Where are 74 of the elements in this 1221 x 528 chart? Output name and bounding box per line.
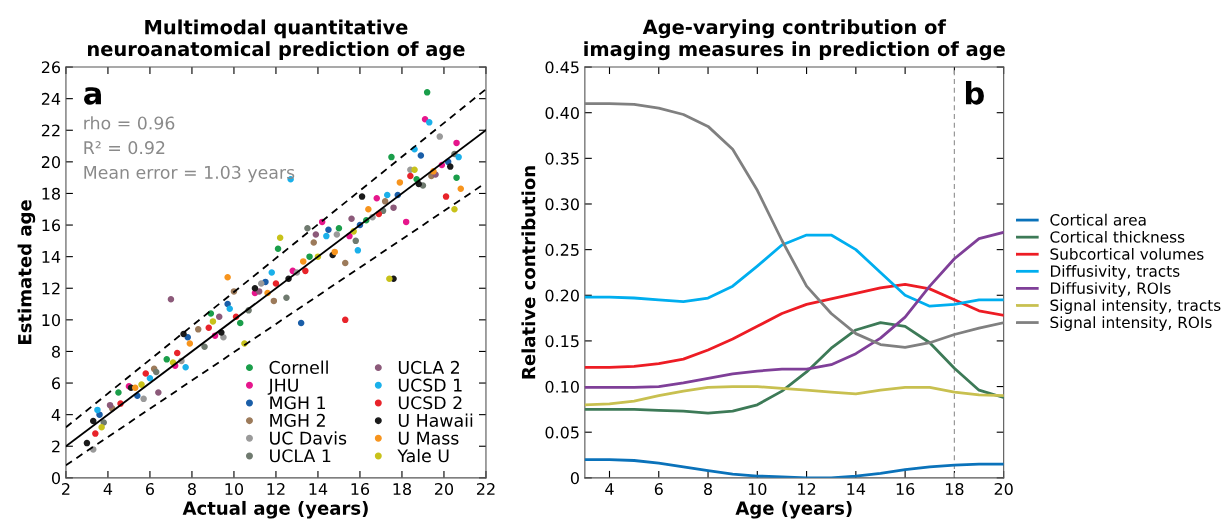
- y-tick-label: 0.15: [545, 335, 579, 348]
- y-tick-label: 8: [51, 345, 60, 358]
- y-tick-label: 0.35: [545, 152, 579, 165]
- x-tick-label: 18: [393, 482, 412, 496]
- x-axis-title: Age (years): [735, 500, 852, 519]
- x-tick-label: 18: [945, 482, 964, 496]
- x-tick-label: 16: [896, 482, 915, 496]
- x-axis-title: Actual age (years): [182, 500, 368, 519]
- x-tick-label: 20: [994, 482, 1013, 496]
- x-tick-label: 2: [62, 482, 70, 495]
- y-tick-label: 24: [41, 92, 61, 105]
- chart-title: Age-varying contribution of imaging measures in prediction of age: [584, 19, 1005, 61]
- y-axis-title: Estimated age: [17, 200, 36, 344]
- y-tick-label: 18: [42, 187, 60, 200]
- x-tick-label: 8: [187, 482, 196, 496]
- x-tick-label: 14: [309, 483, 328, 495]
- x-tick-label: 4: [605, 483, 614, 495]
- y-tick-label: 0.10: [545, 380, 579, 393]
- legend-label: MGH 1: [270, 396, 326, 410]
- legend-label: U Hawaii: [398, 413, 473, 427]
- y-axis-title: Relative contribution: [521, 166, 536, 379]
- x-tick-label: 12: [267, 482, 285, 495]
- legend-label: UCSD 1: [398, 378, 462, 392]
- y-tick-label: 0.40: [545, 106, 579, 119]
- legend-label: Signal intensity, ROIs: [1050, 316, 1212, 332]
- y-tick-label: 26: [41, 61, 61, 74]
- legend-label: UCLA 1: [270, 449, 331, 463]
- legend-label: Diffusivity, ROIs: [1050, 282, 1171, 297]
- legend-label: MGH 2: [270, 413, 325, 427]
- x-tick-label: 4: [103, 483, 113, 495]
- y-tick-label: 0.30: [545, 198, 579, 211]
- y-tick-label: 12: [42, 282, 60, 295]
- y-tick-label: 0.05: [545, 426, 579, 439]
- legend-label: UC Davis: [270, 431, 347, 445]
- x-tick-label: 10: [225, 482, 244, 496]
- legend-label: Diffusivity, tracts: [1050, 265, 1180, 280]
- legend-label: Cornell: [269, 360, 328, 374]
- legend-label: U Mass: [398, 431, 459, 445]
- annotation: R² = 0.92: [84, 141, 165, 155]
- annotation: Mean error = 1.03 years: [84, 165, 295, 183]
- y-tick-label: 0.45: [545, 61, 579, 74]
- y-tick-label: 2: [52, 440, 60, 453]
- annotation: rho = 0.96: [84, 116, 175, 130]
- x-tick-label: 6: [145, 482, 155, 496]
- x-tick-label: 12: [798, 482, 816, 495]
- legend-label: JHU: [267, 378, 298, 395]
- legend-label: Cortical area: [1050, 213, 1146, 226]
- legend-label: Cortical thickness: [1050, 230, 1185, 243]
- y-tick-label: 16: [42, 219, 61, 232]
- legend-label: Signal intensity, tracts: [1050, 299, 1221, 314]
- annotation: b: [965, 81, 984, 105]
- annotation: a: [84, 87, 101, 105]
- x-tick-label: 8: [704, 482, 713, 496]
- y-tick-label: 22: [41, 124, 60, 137]
- y-tick-label: 4: [51, 409, 61, 421]
- chart-title: Multimodal quantitative neuroanatomical prediction of age: [88, 19, 465, 61]
- legend-label: Yale U: [397, 448, 449, 463]
- y-tick-label: 0: [51, 472, 61, 485]
- x-tick-label: 14: [847, 483, 866, 495]
- legend-label: UCLA 2: [398, 360, 459, 374]
- y-tick-label: 0.25: [545, 243, 579, 256]
- x-tick-label: 20: [434, 482, 454, 496]
- y-tick-label: 0: [570, 472, 579, 485]
- legend-label: Subcortical volumes: [1050, 247, 1204, 260]
- x-tick-label: 10: [748, 482, 767, 496]
- y-tick-label: 10: [42, 314, 61, 327]
- y-tick-label: 20: [41, 156, 61, 169]
- x-tick-label: 22: [476, 482, 495, 495]
- y-tick-label: 14: [42, 251, 61, 263]
- y-tick-label: 6: [52, 377, 61, 390]
- x-tick-label: 6: [654, 482, 663, 496]
- legend-label: UCSD 2: [398, 396, 462, 410]
- y-tick-label: 0.20: [545, 289, 579, 302]
- x-tick-label: 16: [351, 482, 370, 496]
